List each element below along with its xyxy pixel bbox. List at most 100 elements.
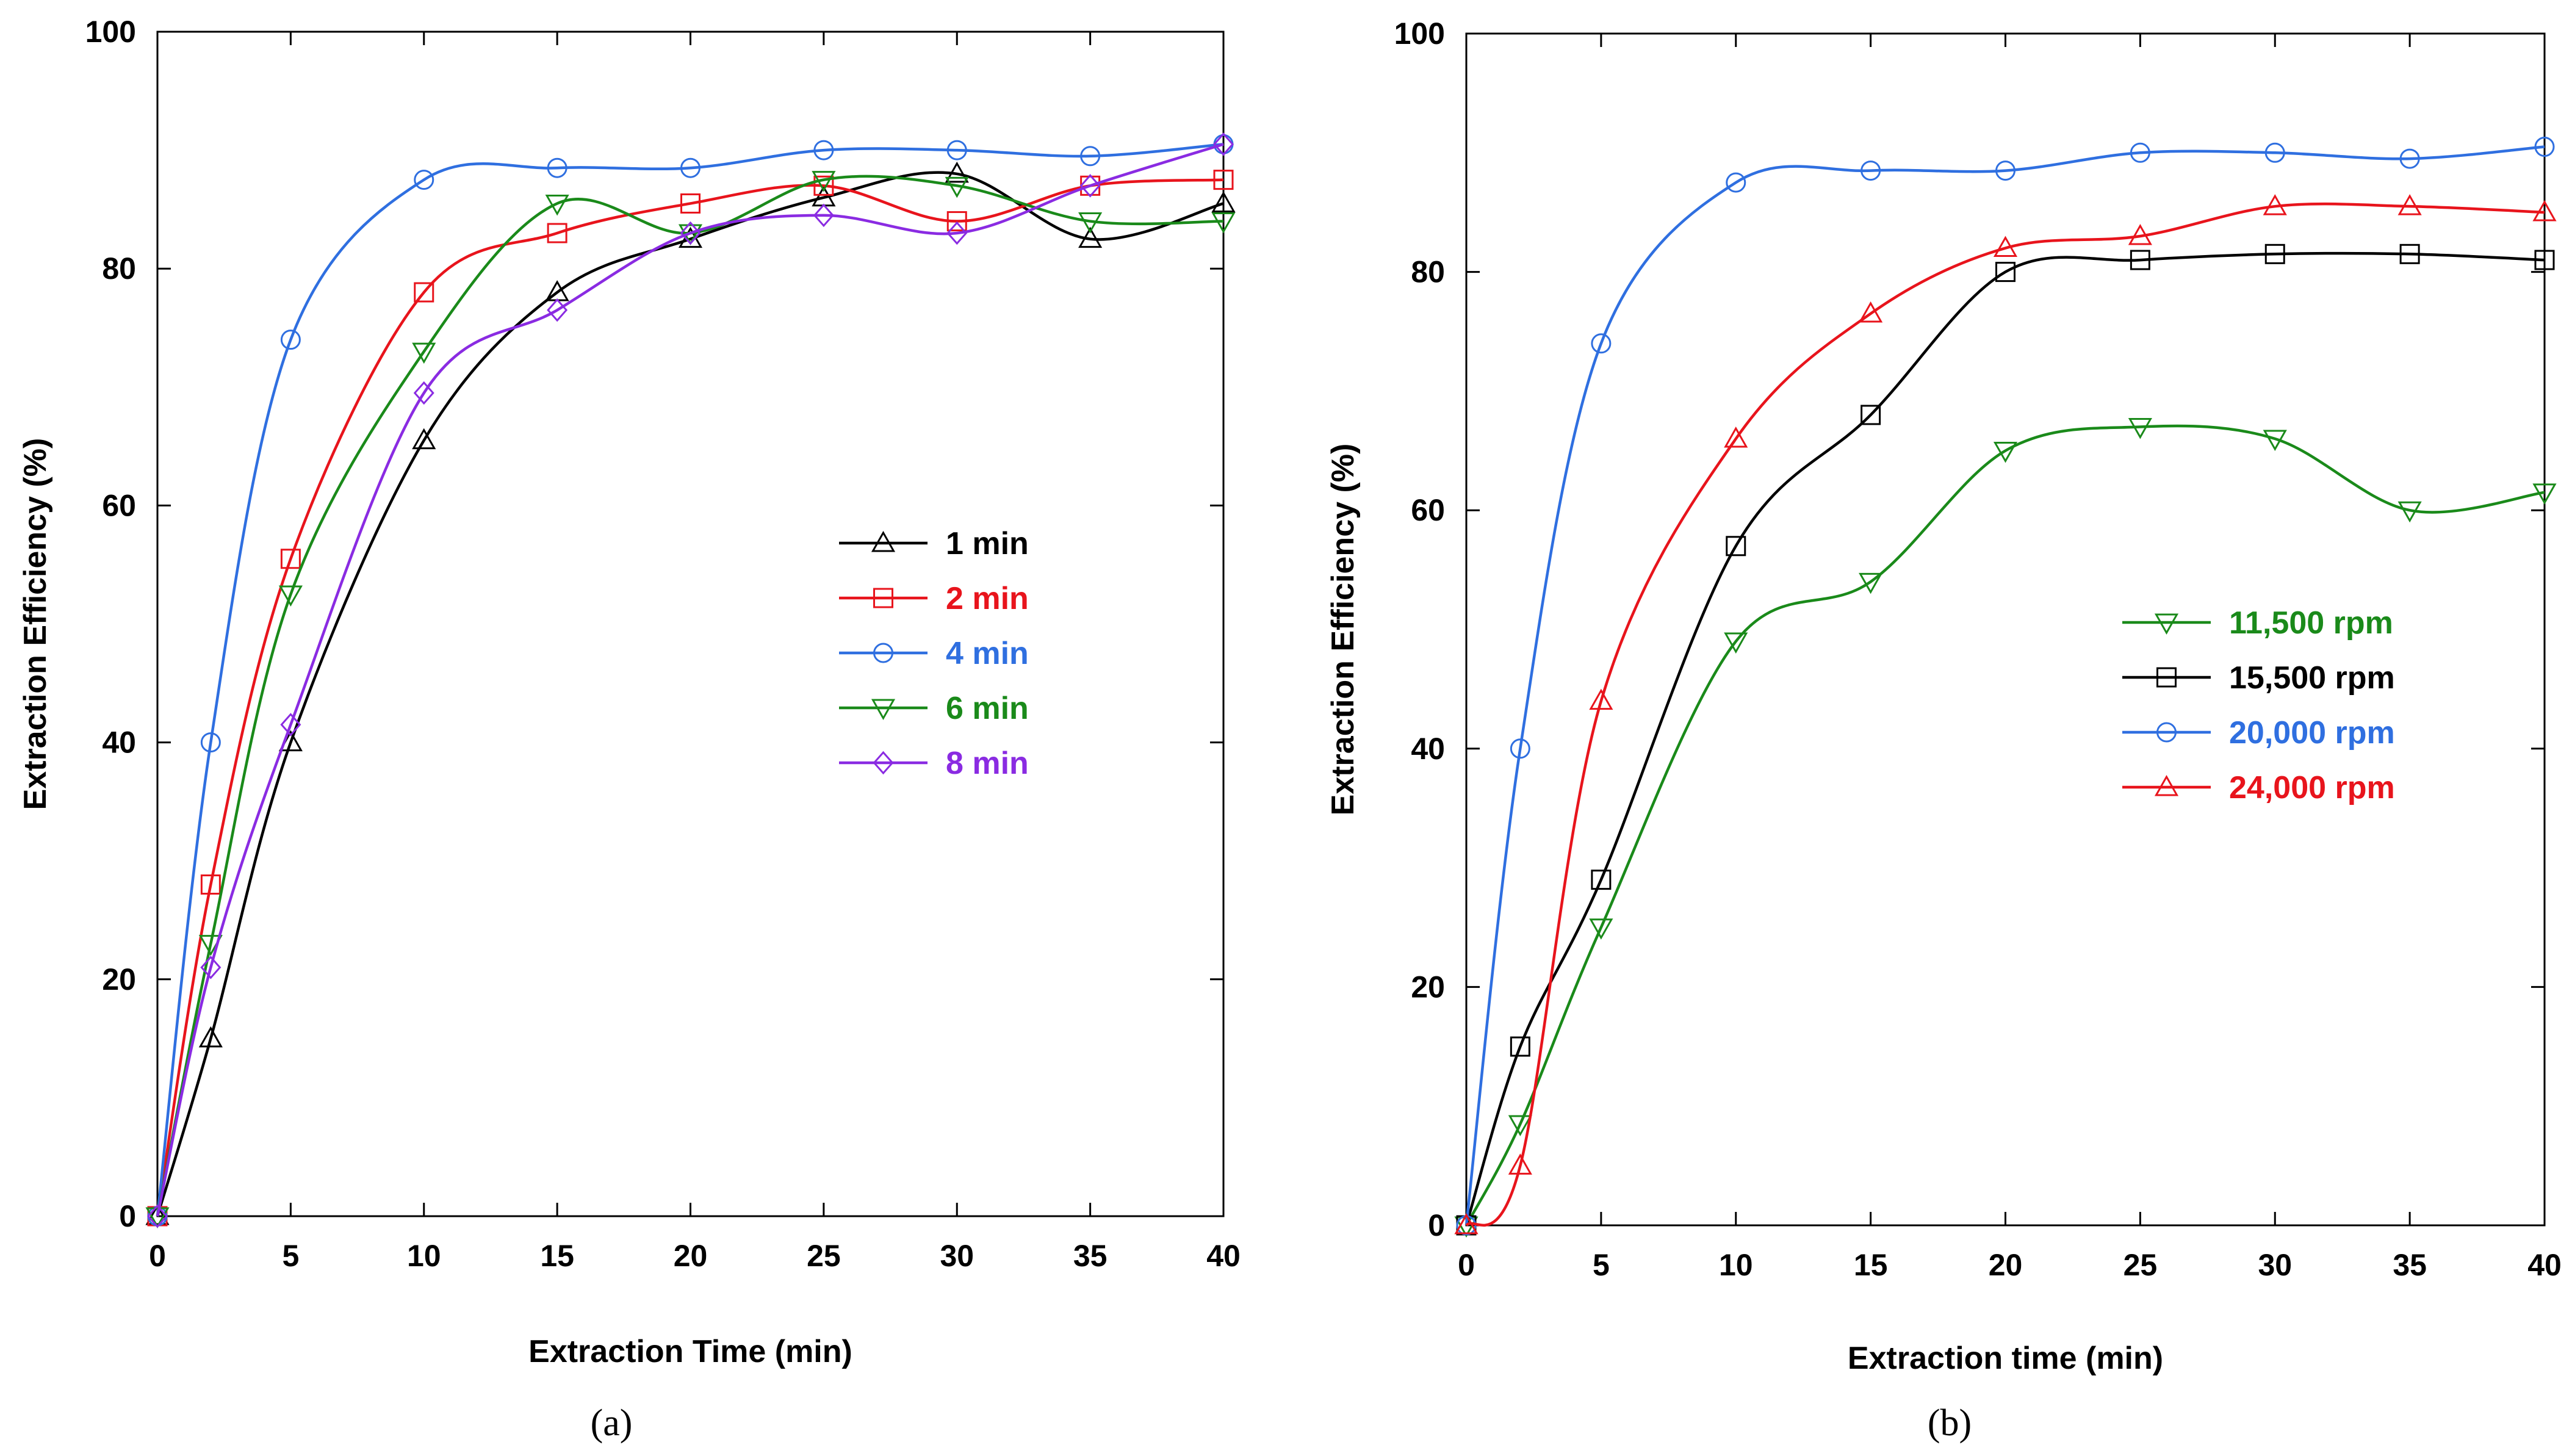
x-tick-label: 5 xyxy=(282,1239,299,1273)
legend-label: 6 min xyxy=(946,691,1029,726)
series-line xyxy=(156,171,1224,1217)
legend-marker xyxy=(873,588,893,608)
data-point-marker xyxy=(1589,688,1613,710)
data-point-marker xyxy=(1211,191,1236,212)
data-point-marker xyxy=(1861,160,1881,181)
legend-marker xyxy=(2156,667,2177,688)
series-line xyxy=(1464,251,2545,1226)
plot-area-frame xyxy=(156,31,1225,1217)
y-tick-label: 20 xyxy=(1411,970,1445,1004)
data-point-marker xyxy=(545,194,569,216)
x-axis-title: Extraction time (min) xyxy=(1848,1341,2163,1376)
series-8-min xyxy=(146,132,1234,1228)
legend-label: 20,000 rpm xyxy=(2229,715,2395,751)
data-point-marker xyxy=(145,1207,170,1229)
legend-entry: 15,500 rpm xyxy=(2122,660,2395,696)
data-point-marker xyxy=(813,140,834,160)
y-tick-label: 60 xyxy=(102,488,136,522)
data-point-marker xyxy=(200,956,222,979)
data-point-marker xyxy=(1859,301,1883,323)
data-point-marker xyxy=(812,171,836,192)
data-point-marker xyxy=(200,874,221,895)
legend-label: 8 min xyxy=(946,746,1029,781)
legend-marker xyxy=(871,530,896,552)
data-point-marker xyxy=(2397,501,2422,523)
y-axis-title: Extraction Efficiency (%) xyxy=(1325,444,1361,816)
data-point-marker xyxy=(145,1203,170,1225)
data-point-marker xyxy=(2130,142,2150,163)
series-line xyxy=(156,143,1224,1217)
data-point-marker xyxy=(198,1026,223,1048)
data-point-marker xyxy=(2534,137,2555,157)
x-tick-label: 35 xyxy=(2393,1248,2427,1282)
series-line xyxy=(1464,145,2545,1226)
x-tick-label: 30 xyxy=(940,1239,974,1273)
data-point-marker xyxy=(1859,572,1883,594)
data-point-marker xyxy=(680,157,701,178)
data-point-marker xyxy=(1993,442,2018,463)
x-tick-label: 25 xyxy=(807,1239,841,1273)
data-point-marker xyxy=(1591,333,1612,354)
data-point-marker xyxy=(945,176,969,198)
data-point-marker xyxy=(412,342,436,364)
data-point-marker xyxy=(2532,483,2557,505)
series-6-min xyxy=(145,171,1236,1229)
x-tick-label: 10 xyxy=(407,1239,441,1273)
legend-entry: 2 min xyxy=(839,581,1029,616)
series-11-500-rpm xyxy=(1454,417,2557,1238)
data-point-marker xyxy=(1724,426,1748,448)
series-line xyxy=(156,143,1224,1217)
legend-marker xyxy=(873,643,893,663)
series-4-min xyxy=(147,134,1234,1227)
data-point-marker xyxy=(547,223,567,243)
data-point-marker xyxy=(278,585,303,607)
data-point-marker xyxy=(946,140,967,160)
data-point-marker xyxy=(813,203,834,228)
data-point-marker xyxy=(1078,226,1103,248)
data-point-marker xyxy=(200,732,221,753)
x-tick-label: 25 xyxy=(2124,1248,2158,1282)
data-point-marker xyxy=(1995,160,2015,181)
data-point-marker xyxy=(412,428,436,450)
legend-entry: 24,000 rpm xyxy=(2122,770,2395,805)
data-point-marker xyxy=(1591,870,1612,890)
y-tick-label: 20 xyxy=(102,962,136,996)
series-line xyxy=(1465,424,2545,1227)
y-tick-label: 40 xyxy=(1411,732,1445,766)
y-tick-label: 100 xyxy=(1394,16,1445,51)
data-point-marker xyxy=(547,157,567,178)
data-point-marker xyxy=(2264,243,2285,264)
legend-entry: 8 min xyxy=(839,746,1029,781)
x-tick-label: 15 xyxy=(1854,1248,1888,1282)
x-tick-label: 10 xyxy=(1719,1248,1753,1282)
data-point-marker xyxy=(2397,194,2422,215)
data-point-marker xyxy=(2128,223,2152,245)
panel-a-chart: 0 5 10 15 20 25 30 35 40 0 20 40 60 80 100 Extraction T… xyxy=(18,15,1241,1444)
data-point-marker xyxy=(2263,430,2287,452)
series-line xyxy=(156,175,1224,1217)
series-line xyxy=(156,178,1224,1217)
data-point-marker xyxy=(1726,536,1746,557)
series-24-000-rpm xyxy=(1454,194,2557,1234)
y-tick-label: 80 xyxy=(1411,255,1445,289)
x-tick-label: 30 xyxy=(2258,1248,2292,1282)
legend-entry: 1 min xyxy=(839,526,1029,561)
data-point-marker xyxy=(1724,632,1748,654)
y-tick-label: 80 xyxy=(102,251,136,286)
data-point-marker xyxy=(2264,142,2285,163)
legend-label: 2 min xyxy=(946,581,1029,616)
data-point-marker xyxy=(1454,1213,1479,1234)
legend-label: 24,000 rpm xyxy=(2229,770,2395,805)
data-point-marker xyxy=(1726,172,1746,193)
y-tick-label: 100 xyxy=(85,15,136,49)
data-point-marker xyxy=(1993,236,2018,258)
x-tick-label: 40 xyxy=(2527,1248,2562,1282)
data-point-marker xyxy=(2532,200,2557,222)
panel-b-chart: 0 5 10 15 20 25 30 35 40 0 20 40 60 80 100 Extraction t… xyxy=(1325,16,2562,1444)
legend-entry: 20,000 rpm xyxy=(2122,715,2395,751)
data-point-marker xyxy=(1995,262,2015,283)
panel-caption: (a) xyxy=(591,1402,633,1444)
data-point-marker xyxy=(2128,417,2152,439)
legend-label: 11,500 rpm xyxy=(2229,605,2393,641)
series-15-500-rpm xyxy=(1456,243,2555,1236)
